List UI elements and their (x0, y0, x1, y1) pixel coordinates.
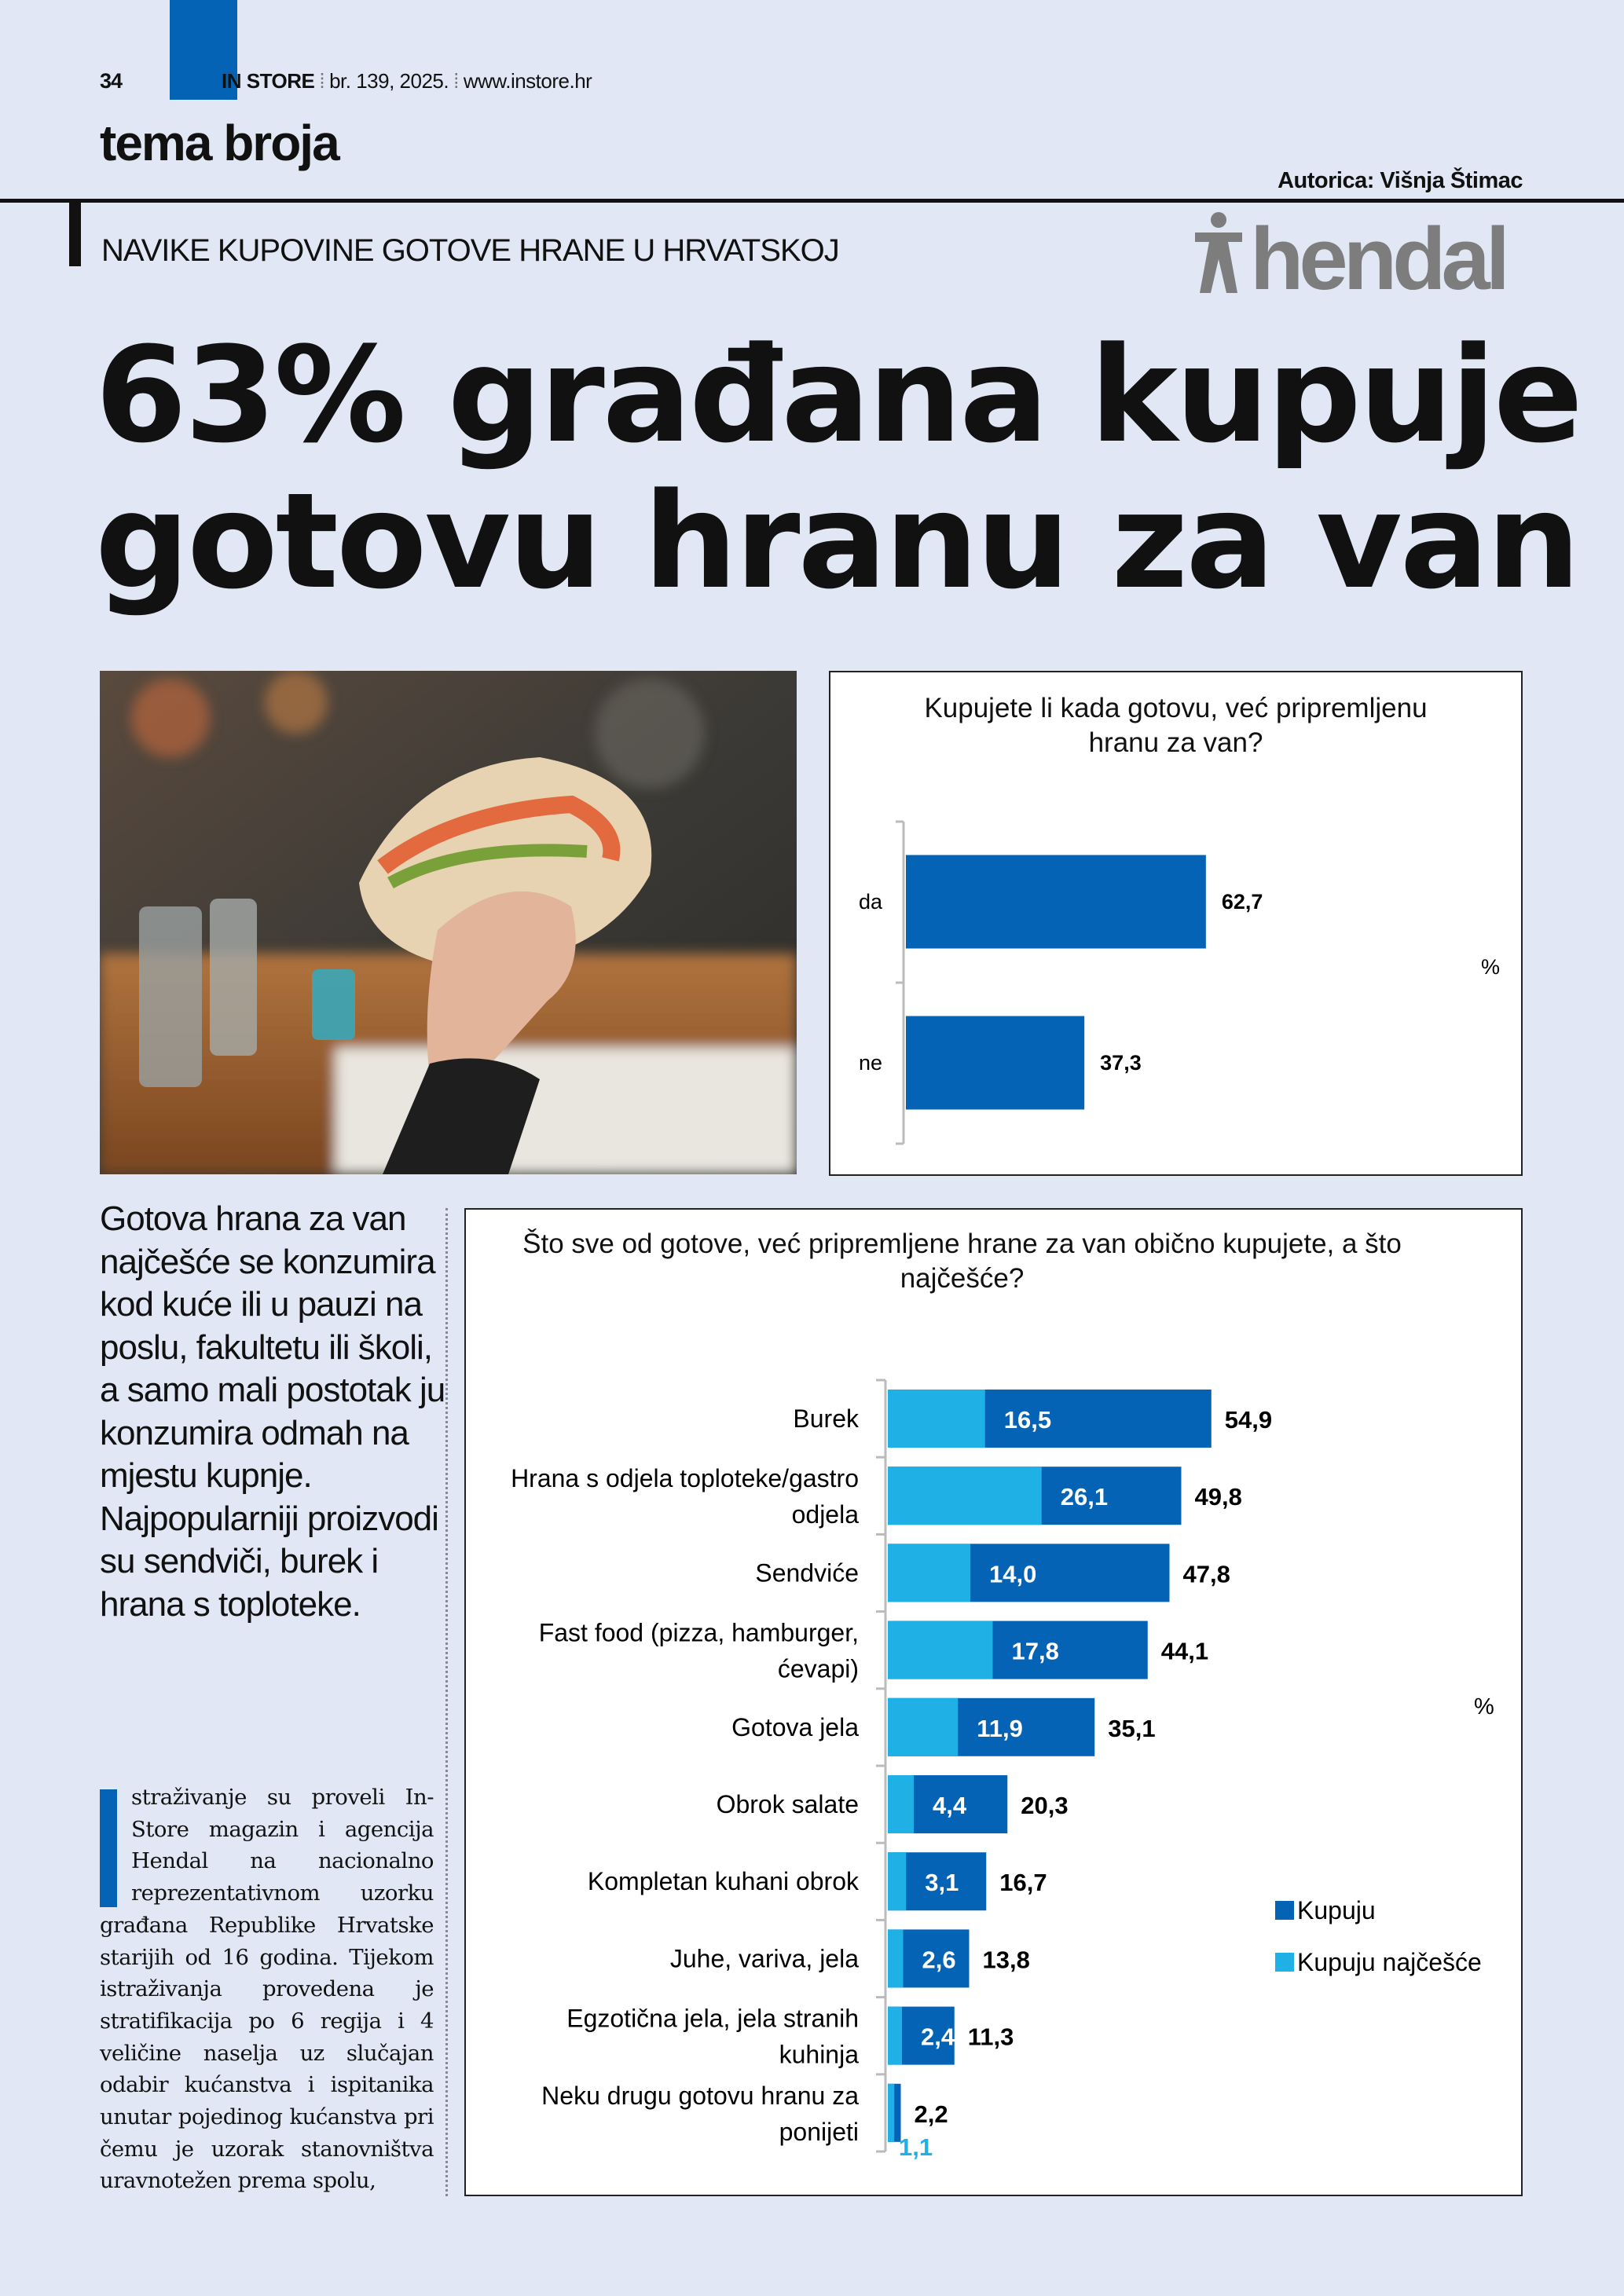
magazine-logo: IN STORE (222, 69, 315, 93)
category-label: Gotova jela (731, 1713, 859, 1741)
unit-label: % (1481, 955, 1500, 979)
body-paragraph: straživanje su proveli In-Store magazin … (100, 1785, 434, 2194)
bar-kupuju-najcesce (888, 1467, 1042, 1525)
value-label: 62,7 (1222, 890, 1263, 914)
value-label-kupuju: 2,2 (915, 2100, 948, 2128)
legend-label-kupuju: Kupuju (1297, 1896, 1376, 1924)
brand-tab (170, 0, 237, 100)
category-label: Burek (793, 1404, 860, 1433)
sandwich-photo (100, 671, 797, 1174)
value-label-kupuju: 44,1 (1161, 1638, 1208, 1665)
bar-chart-2: Burek 16,5 54,9 Hrana s odjela toploteke/ga… (511, 1379, 1494, 2161)
section-title: tema broja (100, 115, 340, 171)
bar-da (906, 855, 1206, 949)
legend-swatch-kupuju (1275, 1901, 1294, 1920)
value-label-najcesce: 26,1 (1061, 1483, 1108, 1511)
value-label-kupuju: 47,8 (1183, 1560, 1230, 1587)
category-label: odjela (792, 1500, 860, 1529)
value-label-najcesce: 1,1 (899, 2133, 933, 2161)
category-label: da (859, 890, 883, 914)
bar-kupuju-najcesce (888, 1697, 959, 1756)
category-label: Kompletan kuhani obrok (588, 1867, 860, 1895)
value-label-najcesce: 17,8 (1012, 1638, 1059, 1665)
category-label: Hrana s odjela toploteke/gastro (511, 1464, 859, 1492)
masthead: IN STORE ⁞ br. 139, 2025. ⁞ www.instore.hr (222, 69, 592, 93)
value-label-najcesce: 3,1 (925, 1869, 959, 1896)
headline-line-2: gotovu hranu za van (95, 464, 1581, 618)
chart-buy-ready-food: Kupujete li kada gotovu, već pripremljen… (829, 671, 1523, 1176)
bar-ne (906, 1016, 1085, 1110)
category-label: ne (859, 1051, 882, 1075)
value-label-kupuju: 20,3 (1021, 1792, 1068, 1819)
value-label-najcesce: 11,9 (977, 1715, 1023, 1742)
bar-kupuju-najcesce (888, 1852, 907, 1911)
bar-kupuju-najcesce (888, 1620, 993, 1679)
chart-title: Što sve od gotove, već pripremljene hran… (522, 1229, 1402, 1294)
value-label-kupuju: 54,9 (1225, 1406, 1272, 1434)
bar-kupuju-najcesce (888, 1775, 914, 1833)
issue: br. 139, 2025. (329, 69, 449, 93)
value-label-najcesce: 4,4 (933, 1792, 967, 1819)
unit-label: % (1474, 1694, 1494, 1719)
bar-kupuju-najcesce (888, 1929, 904, 1988)
value-label-najcesce: 2,6 (922, 1946, 956, 1973)
value-label-kupuju: 16,7 (999, 1869, 1047, 1896)
lead-paragraph: Gotova hrana za van najčešće se konzumir… (100, 1199, 445, 1624)
headline-line-1: 63% građana kupuje (95, 318, 1583, 472)
value-label-kupuju: 49,8 (1195, 1483, 1242, 1511)
category-label: Egzotična jela, jela stranih (566, 2005, 859, 2033)
category-label: ćevapi) (778, 1655, 859, 1683)
headline: 63% građana kupuje gotovu hranu za van (95, 318, 1583, 618)
kicker-bar (69, 203, 81, 266)
hendal-logo: hendal (1195, 211, 1510, 295)
value-label-najcesce: 2,4 (921, 2023, 955, 2051)
website-link[interactable]: www.instore.hr (463, 69, 592, 93)
bar-kupuju-najcesce (888, 1543, 970, 1602)
value-label: 37,3 (1100, 1051, 1142, 1075)
bar-kupuju-najcesce (888, 2006, 902, 2065)
category-label: Fast food (pizza, hamburger, (539, 1619, 859, 1647)
author-byline: Autorica: Višnja Štimac (1278, 168, 1523, 193)
category-label: Sendviće (755, 1558, 859, 1587)
drop-cap-i (100, 1789, 117, 1907)
hendal-logo-text: hendal (1250, 211, 1505, 295)
page-number: 34 (100, 69, 123, 93)
category-label: Neku drugu gotovu hranu za (541, 2082, 859, 2110)
legend-label-kupuju-najcesce: Kupuju najčešće (1297, 1948, 1482, 1976)
chart-what-is-bought: Što sve od gotove, već pripremljene hran… (464, 1208, 1523, 2196)
value-label-kupuju: 11,3 (968, 2023, 1014, 2051)
header-rule (0, 199, 1624, 203)
bar-kupuju-najcesce (888, 1390, 985, 1448)
bar-kupuju-najcesce (888, 2083, 895, 2142)
body-text: straživanje su proveli In-Store magazin … (100, 1782, 434, 2197)
value-label-najcesce: 16,5 (1004, 1406, 1051, 1434)
value-label-kupuju: 35,1 (1108, 1715, 1155, 1742)
column-divider (445, 1208, 448, 2196)
value-label-kupuju: 13,8 (983, 1946, 1030, 1973)
legend-swatch-kupuju-najcesce (1275, 1953, 1294, 1972)
category-label: Obrok salate (717, 1790, 859, 1818)
category-label: Juhe, variva, jela (670, 1944, 859, 1972)
category-label: kuhinja (779, 2041, 860, 2069)
value-label-najcesce: 14,0 (989, 1560, 1036, 1587)
category-label: ponijeti (779, 2118, 859, 2146)
kicker: NAVIKE KUPOVINE GOTOVE HRANE U HRVATSKOJ (101, 233, 840, 268)
bar-chart-1: da 62,7 ne 37,3% (859, 820, 1500, 1145)
chart-title: Kupujete li kada gotovu, već pripremljen… (924, 693, 1428, 758)
